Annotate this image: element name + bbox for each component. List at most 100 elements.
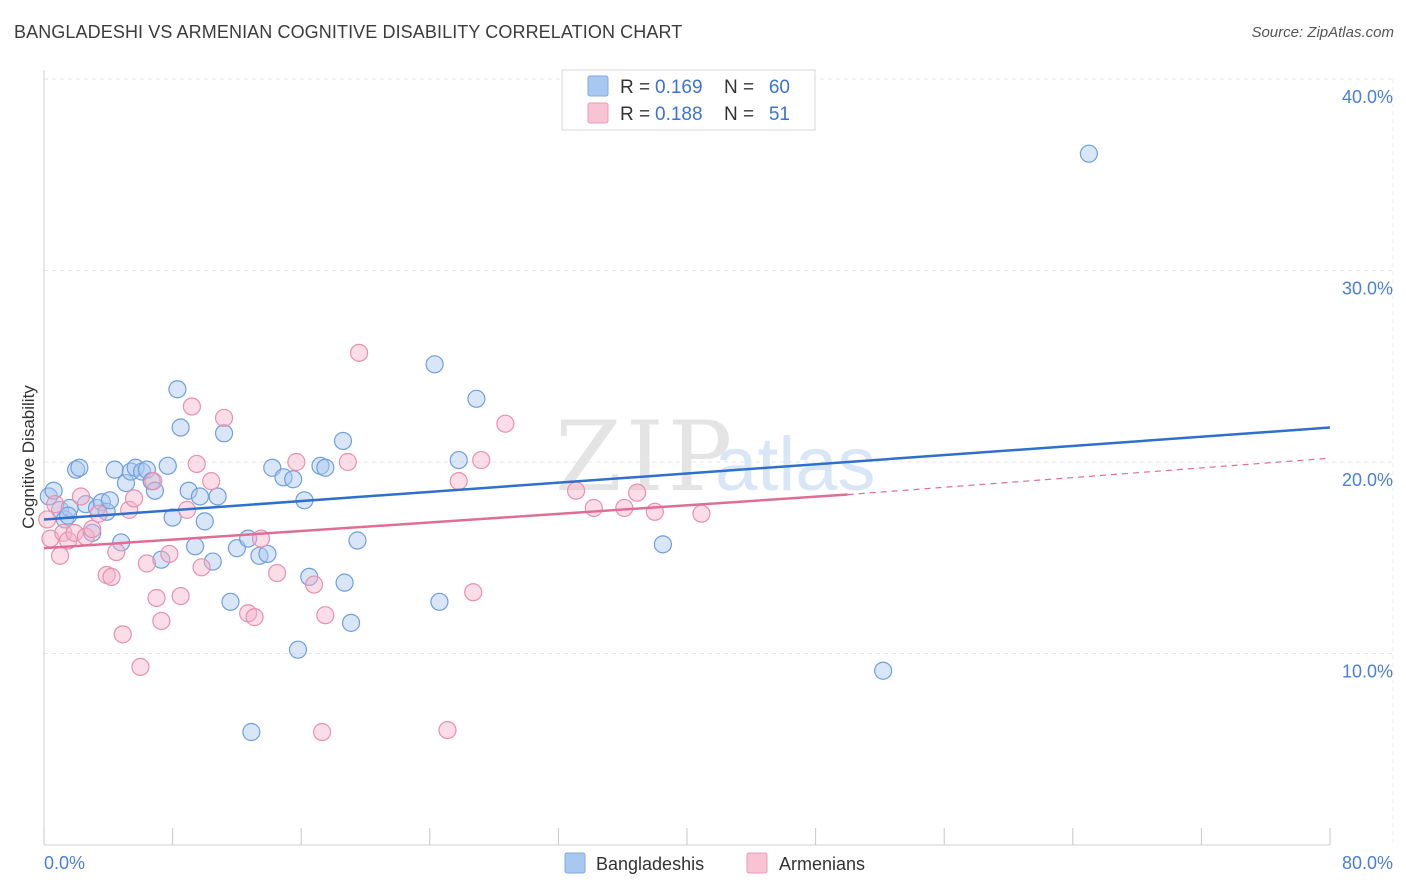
- trend-line-armenians: [43, 493, 848, 550]
- armenian-point-23: [171, 586, 190, 606]
- armenian-point-28: [202, 472, 221, 491]
- armenian-point-25: [182, 397, 201, 416]
- chart-title: BANGLADESHI VS ARMENIAN COGNITIVE DISABI…: [14, 22, 683, 42]
- armenian-point-17: [131, 657, 150, 677]
- armenian-point-7: [71, 487, 91, 506]
- bangladeshi-point-58: [1079, 144, 1098, 163]
- legend-r-value-1: 0.169: [655, 77, 703, 98]
- bangladeshi-point-57: [874, 661, 893, 680]
- bottom-legend-label-armenians: Armenians: [779, 854, 865, 874]
- bangladeshi-point-30: [195, 512, 214, 531]
- armenian-point-26: [187, 454, 206, 474]
- y-tick-label-20: 20.0%: [1342, 470, 1393, 490]
- armenian-point-33: [267, 563, 287, 583]
- bangladeshi-point-39: [258, 544, 277, 564]
- bangladeshi-point-47: [316, 458, 335, 477]
- bangladeshi-point-26: [171, 418, 190, 437]
- bangladeshi-point-31: [203, 552, 222, 571]
- bangladeshi-point-55: [467, 389, 486, 408]
- armenian-point-6: [65, 523, 84, 542]
- bangladeshi-point-28: [186, 537, 205, 556]
- bangladeshi-point-49: [335, 573, 354, 592]
- bangladeshi-point-51: [348, 531, 367, 550]
- armenian-point-40: [438, 720, 457, 740]
- series-bangladeshis-points: [39, 144, 1098, 742]
- legend-n-value-1: 60: [769, 77, 790, 98]
- legend-r-label-2: R =: [620, 104, 650, 125]
- armenian-point-39: [349, 343, 369, 362]
- armenian-point-2: [46, 495, 65, 514]
- bangladeshi-point-27: [179, 481, 198, 500]
- x-tick-label-max: 80.0%: [1342, 853, 1393, 873]
- armenian-point-9: [83, 519, 102, 539]
- legend-r-label-1: R =: [620, 77, 650, 98]
- bangladeshi-point-33: [214, 424, 234, 443]
- bangladeshi-point-5: [67, 460, 86, 479]
- source-label: Source: ZipAtlas.com: [1251, 24, 1394, 41]
- bangladeshi-point-59: [59, 506, 78, 525]
- armenian-point-35: [304, 575, 324, 594]
- armenian-point-44: [496, 414, 515, 433]
- bangladeshi-point-52: [425, 355, 444, 374]
- armenian-point-21: [152, 611, 171, 631]
- bottom-legend: Bangladeshis Armenians: [564, 852, 865, 874]
- armenian-point-22: [160, 544, 179, 564]
- armenian-point-19: [144, 472, 163, 491]
- armenian-point-16: [124, 489, 144, 508]
- bangladeshi-point-53: [430, 592, 449, 611]
- armenian-point-46: [584, 498, 603, 518]
- armenian-point-48: [628, 483, 647, 502]
- watermark-zip: ZIP: [555, 401, 736, 513]
- trend-line-bangladeshis: [43, 426, 1331, 521]
- legend-n-value-2: 51: [769, 104, 790, 125]
- armenian-point-20: [147, 588, 166, 608]
- watermark: ZIP atlas: [555, 401, 876, 513]
- y-tick-label-40: 40.0%: [1342, 87, 1393, 107]
- legend-r-value-2: 0.188: [655, 104, 703, 125]
- legend-n-label-1: N =: [724, 77, 754, 98]
- armenian-point-38: [338, 452, 357, 472]
- bangladeshi-point-56: [653, 535, 672, 554]
- x-ticks: [43, 828, 1331, 845]
- armenian-point-3: [50, 546, 70, 565]
- y-axis-label: Cognitive Disability: [19, 385, 38, 529]
- x-tick-label-min: 0.0%: [44, 853, 85, 873]
- armenian-point-36: [312, 722, 332, 742]
- armenian-point-50: [692, 504, 711, 523]
- armenian-point-14: [113, 625, 132, 644]
- armenian-point-31: [245, 608, 264, 627]
- armenian-point-13: [107, 542, 126, 562]
- legend: R = 0.169 N = 60 R = 0.188 N = 51: [561, 69, 816, 131]
- bangladeshi-point-54: [449, 450, 468, 470]
- armenian-point-27: [192, 558, 211, 577]
- bottom-legend-swatch-bangladeshis: [564, 852, 586, 874]
- legend-swatch-bangladeshis: [587, 75, 609, 97]
- bangladeshi-point-23: [158, 456, 177, 475]
- armenian-point-12: [102, 567, 121, 587]
- bangladeshi-point-37: [242, 722, 261, 742]
- armenian-point-34: [287, 452, 306, 472]
- armenian-point-43: [472, 450, 491, 470]
- bangladeshi-point-48: [333, 431, 353, 451]
- legend-n-label-2: N =: [724, 104, 754, 125]
- armenian-point-42: [464, 583, 483, 602]
- bangladeshi-point-1: [44, 481, 63, 500]
- bangladeshi-point-43: [288, 640, 308, 659]
- y-tick-label-30: 30.0%: [1342, 279, 1393, 299]
- legend-swatch-armenians: [587, 102, 609, 124]
- y-tick-labels: 10.0% 20.0% 30.0% 40.0%: [1342, 87, 1393, 682]
- bottom-legend-swatch-armenians: [746, 852, 768, 874]
- bangladeshi-point-32: [208, 487, 227, 506]
- bangladeshi-point-13: [105, 460, 124, 479]
- bangladeshi-point-25: [168, 380, 187, 399]
- bottom-legend-label-bangladeshis: Bangladeshis: [596, 854, 704, 874]
- trend-lines: [43, 426, 1331, 550]
- bangladeshi-point-15: [116, 473, 136, 493]
- armenian-point-18: [137, 554, 156, 573]
- y-tick-label-10: 10.0%: [1342, 662, 1393, 682]
- armenian-point-41: [449, 472, 468, 491]
- bangladeshi-point-12: [100, 491, 120, 510]
- armenian-point-37: [316, 606, 335, 625]
- bangladeshi-point-29: [190, 487, 210, 506]
